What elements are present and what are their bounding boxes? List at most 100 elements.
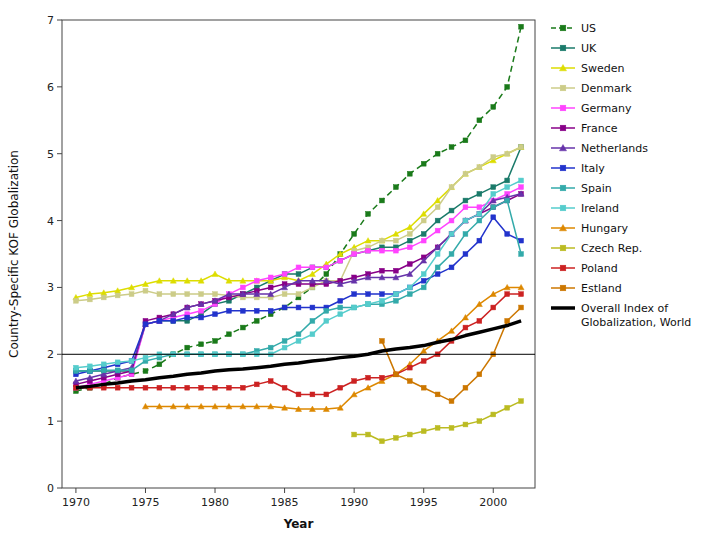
legend-marker — [560, 185, 566, 191]
x-tick-label: 1975 — [131, 496, 159, 509]
series-marker — [505, 151, 510, 156]
series-marker — [435, 198, 441, 203]
legend-label: US — [581, 22, 596, 35]
series-marker — [309, 278, 315, 283]
series-marker — [393, 248, 398, 253]
series-marker — [296, 332, 301, 337]
series-marker — [101, 295, 106, 300]
series-marker — [463, 205, 468, 210]
series-marker — [240, 285, 245, 290]
series-marker — [199, 315, 204, 320]
series-marker — [449, 218, 454, 223]
series-marker — [296, 272, 301, 277]
series-marker — [407, 245, 412, 250]
series-marker — [421, 285, 426, 290]
series-marker — [435, 151, 440, 156]
series-marker — [296, 278, 302, 283]
series-marker — [352, 432, 357, 437]
legend-marker — [560, 145, 567, 151]
series-marker — [268, 291, 274, 296]
series-marker — [491, 305, 496, 310]
chart: 197019751980198519901995200001234567Year… — [0, 0, 720, 540]
series-line — [76, 147, 521, 301]
series-marker — [254, 382, 259, 387]
legend-item: Overall Index ofGlobalization, World — [551, 302, 691, 329]
series-marker — [449, 145, 454, 150]
series-marker — [254, 308, 259, 313]
legend-marker — [560, 105, 566, 111]
series-marker — [282, 345, 287, 350]
series — [74, 191, 524, 386]
series-marker — [463, 252, 468, 257]
y-tick — [57, 488, 62, 489]
x-tick — [145, 488, 146, 493]
legend-label-line: Ireland — [581, 202, 619, 215]
series-marker — [240, 292, 245, 297]
series-marker — [462, 315, 468, 320]
series-marker — [324, 265, 329, 270]
legend-item: US — [551, 22, 596, 35]
series-marker — [519, 185, 524, 190]
series-marker — [171, 312, 176, 317]
x-tick-label: 1990 — [340, 496, 368, 509]
series-marker — [296, 292, 301, 297]
series-marker — [421, 429, 426, 434]
series-marker — [310, 305, 315, 310]
x-tick — [215, 488, 216, 493]
series-marker — [380, 298, 385, 303]
series-marker — [282, 405, 288, 410]
series-marker — [171, 385, 176, 390]
series-marker — [365, 238, 371, 243]
series-marker — [352, 379, 357, 384]
legend-label-line: Globalization, World — [581, 316, 691, 329]
series-marker — [519, 191, 524, 196]
series-marker — [407, 292, 412, 297]
legend-item: Italy — [551, 162, 605, 175]
legend-label: Spain — [581, 182, 612, 195]
series-marker — [170, 278, 176, 283]
series-marker — [213, 385, 218, 390]
series-marker — [435, 425, 440, 430]
series-marker — [449, 399, 454, 404]
series-marker — [504, 284, 510, 289]
series-marker — [199, 385, 204, 390]
series-marker — [491, 185, 496, 190]
series-marker — [157, 318, 162, 323]
series-marker — [115, 288, 121, 293]
series-marker — [421, 211, 427, 216]
series-marker — [379, 274, 385, 279]
x-tick-label: 1980 — [201, 496, 229, 509]
series-marker — [463, 422, 468, 427]
series-line — [76, 201, 521, 371]
series-marker — [407, 171, 412, 176]
legend-label: Germany — [581, 102, 632, 115]
series-marker — [143, 322, 148, 327]
series-marker — [254, 318, 259, 323]
series — [74, 292, 524, 397]
series-marker — [393, 435, 398, 440]
series-marker — [157, 385, 162, 390]
series-marker — [491, 198, 496, 203]
x-tick-label: 1970 — [62, 496, 90, 509]
legend-label: France — [581, 122, 618, 135]
series — [73, 144, 524, 300]
series-marker — [184, 278, 190, 283]
series-marker — [115, 385, 120, 390]
series-marker — [435, 392, 440, 397]
series-marker — [310, 265, 315, 270]
series-marker — [323, 278, 329, 283]
series-marker — [87, 297, 92, 302]
series-marker — [379, 238, 385, 243]
x-axis-label: Year — [283, 517, 314, 531]
legend-label-line: France — [581, 122, 618, 135]
series-marker — [199, 342, 204, 347]
series-marker — [366, 248, 371, 253]
series-marker — [449, 232, 454, 237]
series-marker — [129, 359, 134, 364]
series-marker — [366, 432, 371, 437]
series-marker — [254, 291, 260, 296]
series-marker — [380, 198, 385, 203]
series-marker — [156, 403, 162, 408]
series-marker — [393, 231, 399, 236]
series-marker — [407, 238, 412, 243]
